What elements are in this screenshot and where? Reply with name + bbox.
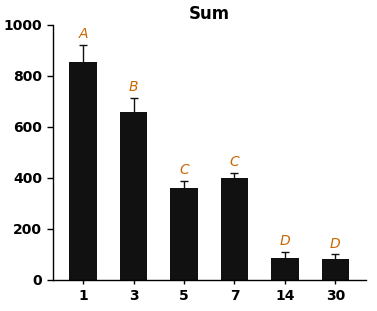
Bar — [170, 188, 198, 280]
Text: C: C — [179, 163, 189, 177]
Text: D: D — [330, 237, 341, 251]
Text: B: B — [129, 80, 138, 94]
Bar — [120, 112, 147, 280]
Text: D: D — [280, 234, 290, 248]
Title: Sum: Sum — [188, 5, 230, 23]
Bar — [322, 259, 349, 280]
Text: C: C — [230, 155, 239, 169]
Bar — [221, 178, 248, 280]
Bar — [271, 258, 299, 280]
Text: A: A — [78, 27, 88, 41]
Bar — [69, 62, 97, 280]
